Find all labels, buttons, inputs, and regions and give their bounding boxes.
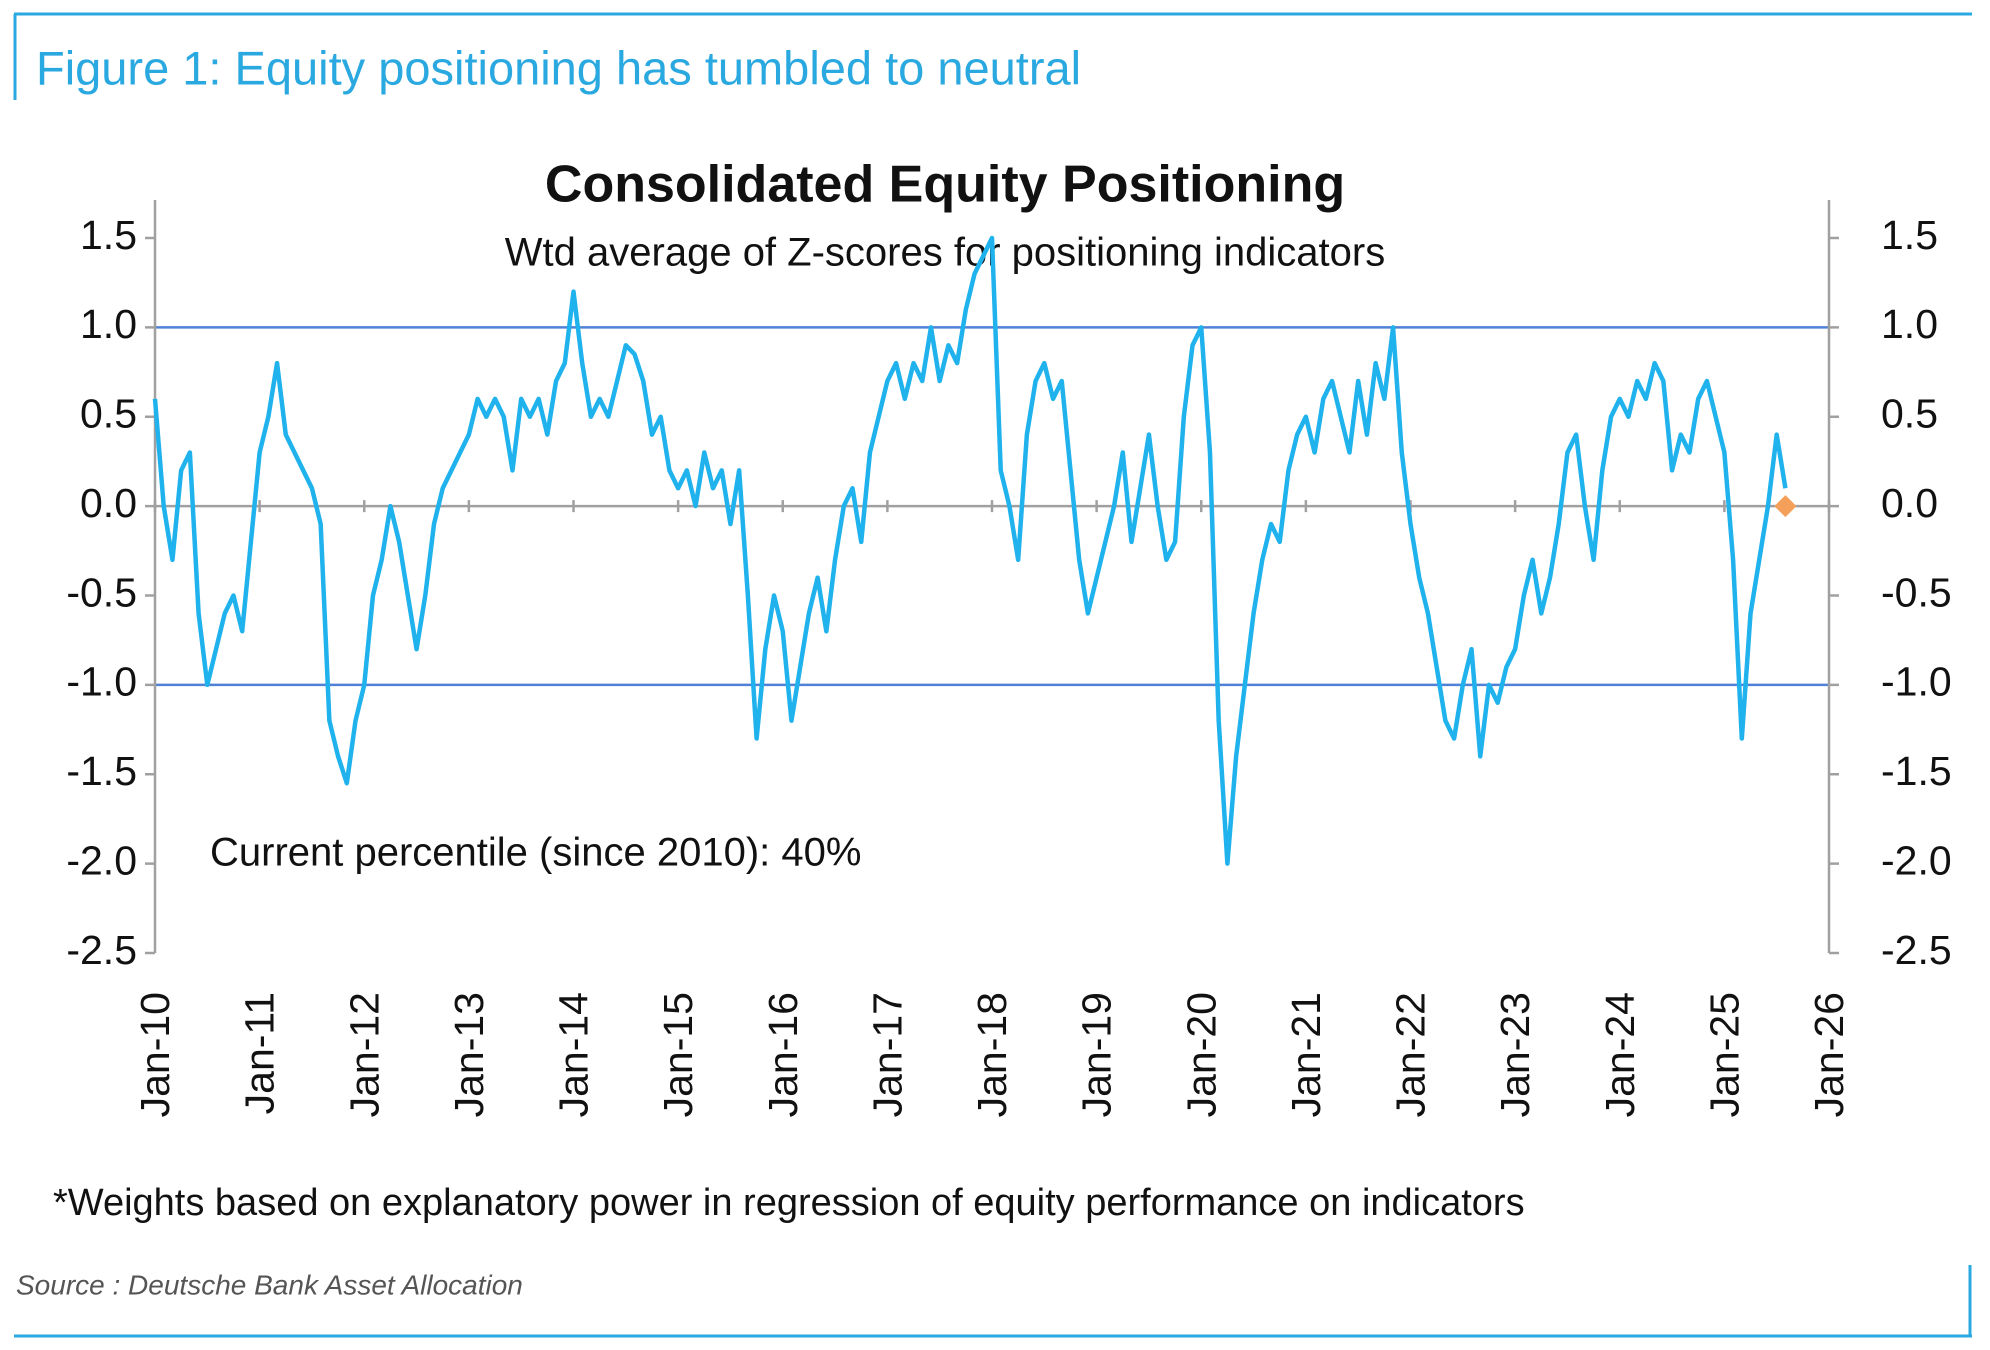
current-point [1774, 495, 1797, 518]
x-tick-label: Jan-20 [1178, 992, 1224, 1117]
x-tick-label: Jan-19 [1074, 992, 1120, 1117]
chart-title: Consolidated Equity Positioning [545, 156, 1345, 214]
y-tick-label: 1.5 [80, 212, 137, 258]
figure-title: Figure 1: Equity positioning has tumbled… [36, 41, 1081, 94]
y-tick-label: 1.0 [80, 301, 137, 347]
x-tick-label: Jan-12 [341, 992, 387, 1117]
x-tick-label: Jan-26 [1806, 992, 1852, 1117]
x-tick-label: Jan-22 [1388, 992, 1434, 1117]
chart-subtitle: Wtd average of Z-scores for positioning … [505, 231, 1385, 275]
y-tick-label: -1.5 [66, 748, 137, 794]
x-tick-label: Jan-21 [1283, 992, 1329, 1117]
footnote: *Weights based on explanatory power in r… [53, 1182, 1525, 1224]
series-line [152, 235, 1788, 866]
source: Source : Deutsche Bank Asset Allocation [16, 1269, 523, 1300]
x-tick-label: Jan-13 [446, 992, 492, 1117]
y-tick-label: -2.0 [66, 837, 137, 883]
x-tick-label: Jan-24 [1597, 992, 1643, 1117]
y-tick-label: -0.5 [66, 569, 137, 615]
x-tick-label: Jan-25 [1701, 992, 1747, 1117]
x-tick-label: Jan-14 [551, 992, 597, 1117]
y2-tick-label: 1.0 [1881, 301, 1938, 347]
y2-tick-label: 0.5 [1881, 391, 1938, 437]
y2-tick-label: -1.5 [1881, 748, 1952, 794]
x-tick-label: Jan-17 [864, 992, 910, 1117]
y-tick-label: -2.5 [66, 927, 137, 973]
y-tick-label: 0.5 [80, 391, 137, 437]
y-tick-label: 0.0 [80, 480, 137, 526]
x-tick-label: Jan-16 [760, 992, 806, 1117]
x-tick-label: Jan-23 [1492, 992, 1538, 1117]
x-tick-label: Jan-15 [655, 992, 701, 1117]
y2-tick-label: -0.5 [1881, 569, 1952, 615]
y-tick-label: -1.0 [66, 659, 137, 705]
y2-tick-label: -1.0 [1881, 659, 1952, 705]
annotation: Current percentile (since 2010): 40% [210, 831, 861, 875]
y2-tick-label: -2.5 [1881, 927, 1952, 973]
y2-tick-label: 0.0 [1881, 480, 1938, 526]
x-tick-label: Jan-11 [237, 992, 283, 1114]
x-tick-label: Jan-18 [969, 992, 1015, 1117]
x-tick-label: Jan-10 [132, 992, 178, 1117]
y2-tick-label: 1.5 [1881, 212, 1938, 258]
y2-tick-label: -2.0 [1881, 837, 1952, 883]
